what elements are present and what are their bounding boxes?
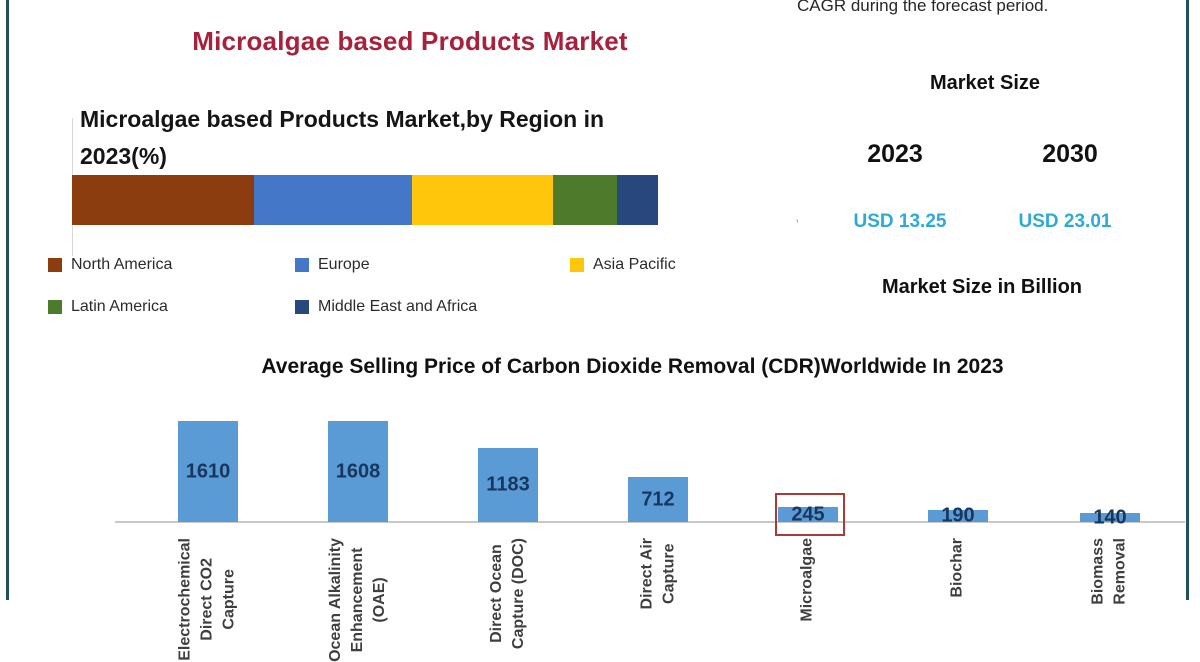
legend-swatch-icon bbox=[48, 258, 62, 272]
price-bar bbox=[628, 477, 688, 522]
market-size-heading: Market Size bbox=[929, 72, 1041, 94]
cagr-note: CAGR during the forecast period. bbox=[797, 0, 1049, 15]
legend-item: Asia Pacific bbox=[570, 256, 676, 274]
price-bar bbox=[328, 421, 388, 522]
bar-value-label: 190 bbox=[941, 504, 975, 527]
left-border-line bbox=[6, 0, 9, 600]
price-bar bbox=[778, 507, 838, 522]
bar-value-label: 245 bbox=[791, 503, 825, 525]
price-bar bbox=[478, 448, 538, 522]
legend-item: Latin America bbox=[48, 298, 168, 316]
region-segment-0 bbox=[72, 175, 254, 225]
region-segment-4 bbox=[616, 175, 658, 225]
price-chart: 1610 Electrochemical Direct CO2 Capture 16… bbox=[115, 421, 1185, 662]
legend-swatch-icon bbox=[295, 300, 309, 314]
market-size-value-2030: USD 23.01 bbox=[1018, 211, 1112, 232]
market-size-value-2023: USD 13.25 bbox=[853, 211, 947, 232]
legend-swatch-icon bbox=[570, 258, 584, 272]
legend-label: Latin America bbox=[71, 298, 168, 315]
price-chart-title: Average Selling Price of Carbon Dioxide … bbox=[261, 355, 1004, 378]
x-axis-label: Direct Ocean Capture (DOC) bbox=[488, 538, 527, 650]
bar-value-label: 712 bbox=[641, 488, 675, 510]
bar-value-label: 1608 bbox=[335, 460, 381, 482]
highlight-box bbox=[775, 493, 845, 536]
x-axis-label: Biochar bbox=[949, 538, 966, 598]
region-chart-title: Microalgae based Products Market,by Regi… bbox=[80, 106, 605, 169]
legend-item: Europe bbox=[295, 256, 370, 274]
x-axis-label: Electrochemical Direct CO2 Capture bbox=[177, 538, 238, 661]
x-axis-label: Direct Air Capture bbox=[638, 538, 677, 610]
bar-value-label: 140 bbox=[1093, 506, 1127, 528]
market-size-unit-note: Market Size in Billion bbox=[881, 276, 1083, 298]
legend-swatch-icon bbox=[48, 300, 62, 314]
price-chart-x-axis bbox=[115, 521, 1185, 523]
region-segment-1 bbox=[253, 175, 412, 225]
region-segment-2 bbox=[411, 175, 553, 225]
region-segment-3 bbox=[552, 175, 617, 225]
legend-label: Middle East and Africa bbox=[318, 298, 478, 315]
price-bar bbox=[178, 421, 238, 522]
price-bar bbox=[928, 510, 988, 522]
legend-label: Asia Pacific bbox=[593, 256, 676, 273]
x-axis-label: Biomass Removal bbox=[1090, 538, 1129, 605]
legend-label: Europe bbox=[318, 256, 370, 273]
market-size-year-2030: 2030 bbox=[1042, 140, 1098, 168]
legend-label: North America bbox=[71, 256, 173, 273]
price-bar bbox=[1080, 513, 1140, 522]
page-title: Microalgae based Products Market bbox=[192, 26, 628, 56]
right-border-line bbox=[1186, 0, 1189, 600]
stray-mark: , bbox=[795, 208, 800, 225]
legend-item: North America bbox=[48, 256, 172, 274]
market-size-year-2023: 2023 bbox=[867, 140, 923, 168]
legend-item: Middle East and Africa bbox=[295, 298, 477, 316]
bar-value-label: 1183 bbox=[486, 473, 530, 496]
region-stacked-bar bbox=[72, 175, 658, 225]
bar-value-label: 1610 bbox=[185, 460, 231, 482]
x-axis-label: Microalgae bbox=[799, 538, 816, 622]
legend-swatch-icon bbox=[295, 258, 309, 272]
